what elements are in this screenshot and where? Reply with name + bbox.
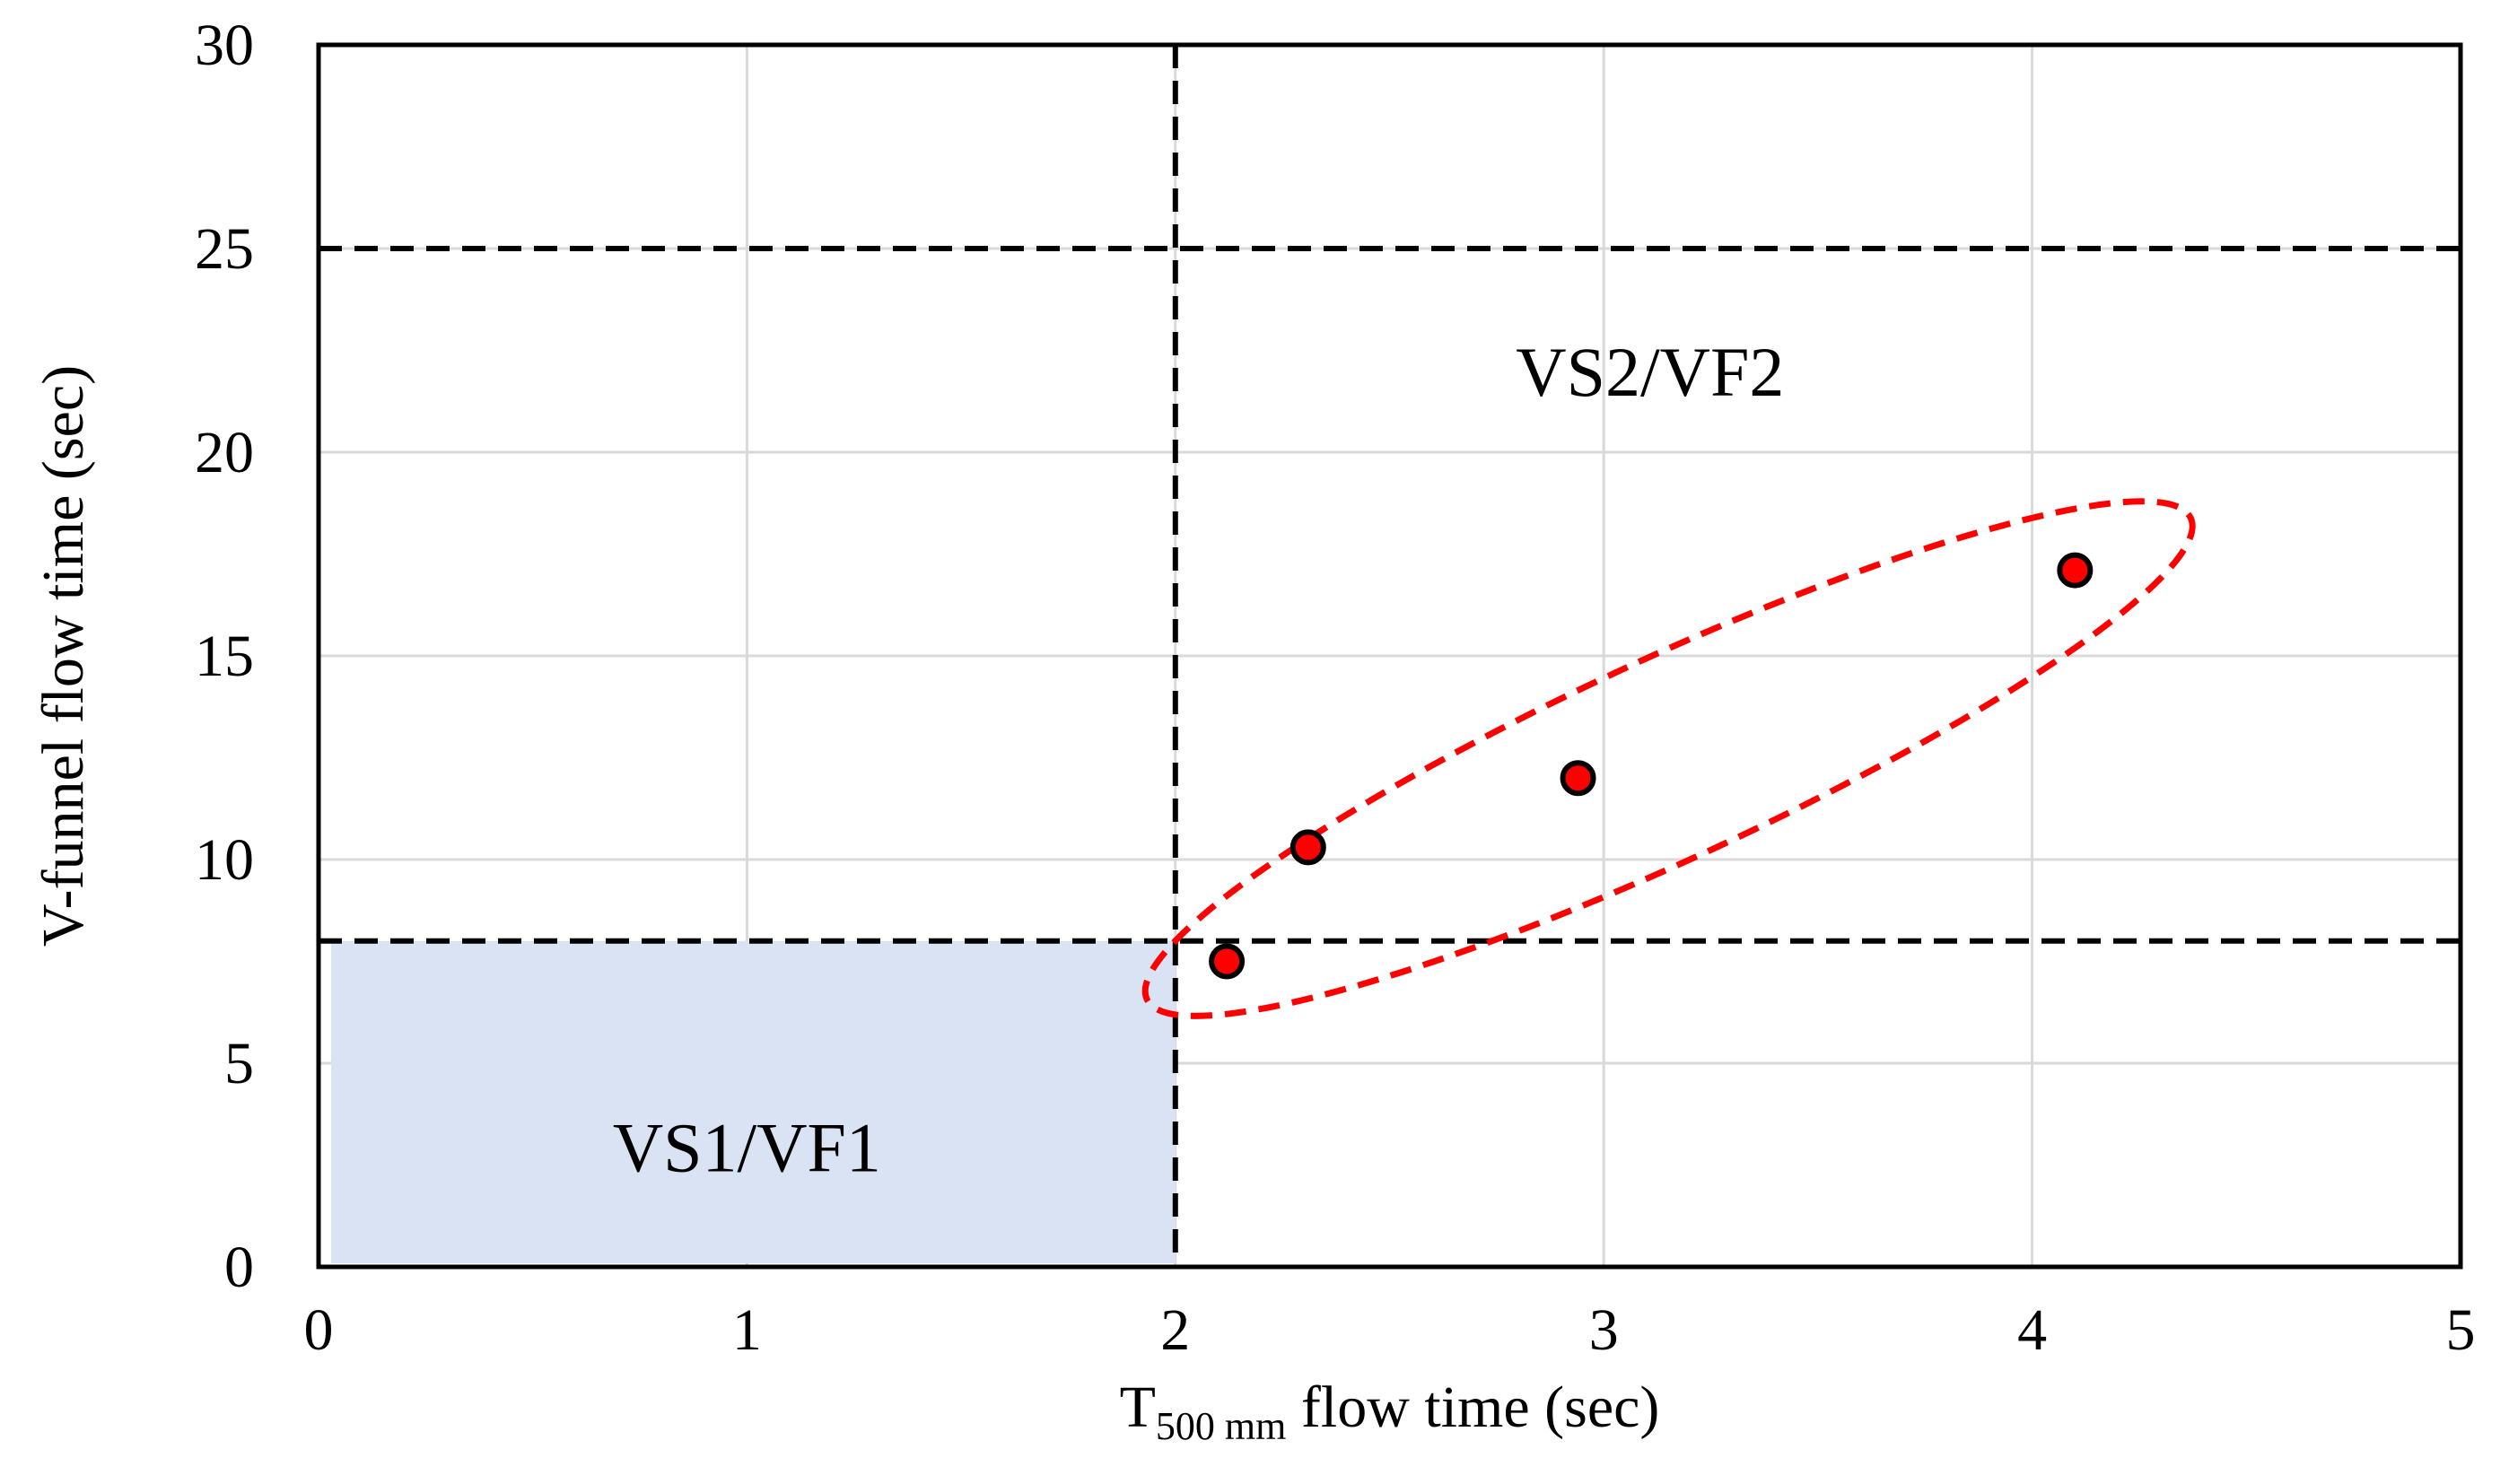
y-tick-label: 0 — [224, 1235, 254, 1300]
x-tick-labels: 0 1 2 3 4 5 — [304, 1297, 2476, 1363]
x-tick-label: 0 — [304, 1297, 334, 1363]
reference-lines — [319, 45, 2461, 1267]
plot-area-border — [316, 42, 2463, 1270]
data-point — [1560, 760, 1596, 797]
data-point — [2057, 552, 2094, 589]
data-point — [1209, 943, 1246, 980]
highlight-ellipse — [1141, 498, 2196, 1019]
region-label-vs2-vf2: VS2/VF2 — [1516, 333, 1784, 411]
x-axis-title-subscript: 500 mm — [1156, 1404, 1286, 1448]
x-axis-title-rest: flow time (sec) — [1286, 1375, 1659, 1440]
highlight-ellipse-group — [1141, 498, 2196, 1019]
x-tick-label: 2 — [1160, 1297, 1190, 1363]
x-axis-title-main: T — [1120, 1375, 1156, 1440]
y-axis-title: V-funnel flow time (sec) — [31, 365, 96, 947]
y-tick-label: 20 — [195, 420, 254, 485]
region-vs1-vf1-fill — [331, 940, 1176, 1263]
y-tick-label: 10 — [195, 827, 254, 893]
data-points — [1209, 552, 2094, 980]
y-tick-label: 30 — [195, 13, 254, 78]
x-axis-title: T500 mm flow time (sec) — [1120, 1375, 1660, 1448]
x-tick-label: 4 — [2017, 1297, 2047, 1363]
y-tick-label: 25 — [195, 216, 254, 282]
y-tick-label: 15 — [195, 624, 254, 689]
x-tick-label: 1 — [732, 1297, 762, 1363]
x-tick-label: 5 — [2446, 1297, 2476, 1363]
data-point — [1289, 829, 1326, 866]
y-tick-labels: 0 5 10 15 20 25 30 — [195, 13, 254, 1300]
y-tick-label: 5 — [224, 1031, 254, 1096]
region-label-vs1-vf1: VS1/VF1 — [613, 1109, 881, 1187]
x-tick-label: 3 — [1589, 1297, 1619, 1363]
